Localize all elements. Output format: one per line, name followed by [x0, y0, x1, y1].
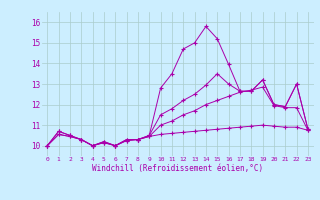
X-axis label: Windchill (Refroidissement éolien,°C): Windchill (Refroidissement éolien,°C) [92, 164, 263, 173]
